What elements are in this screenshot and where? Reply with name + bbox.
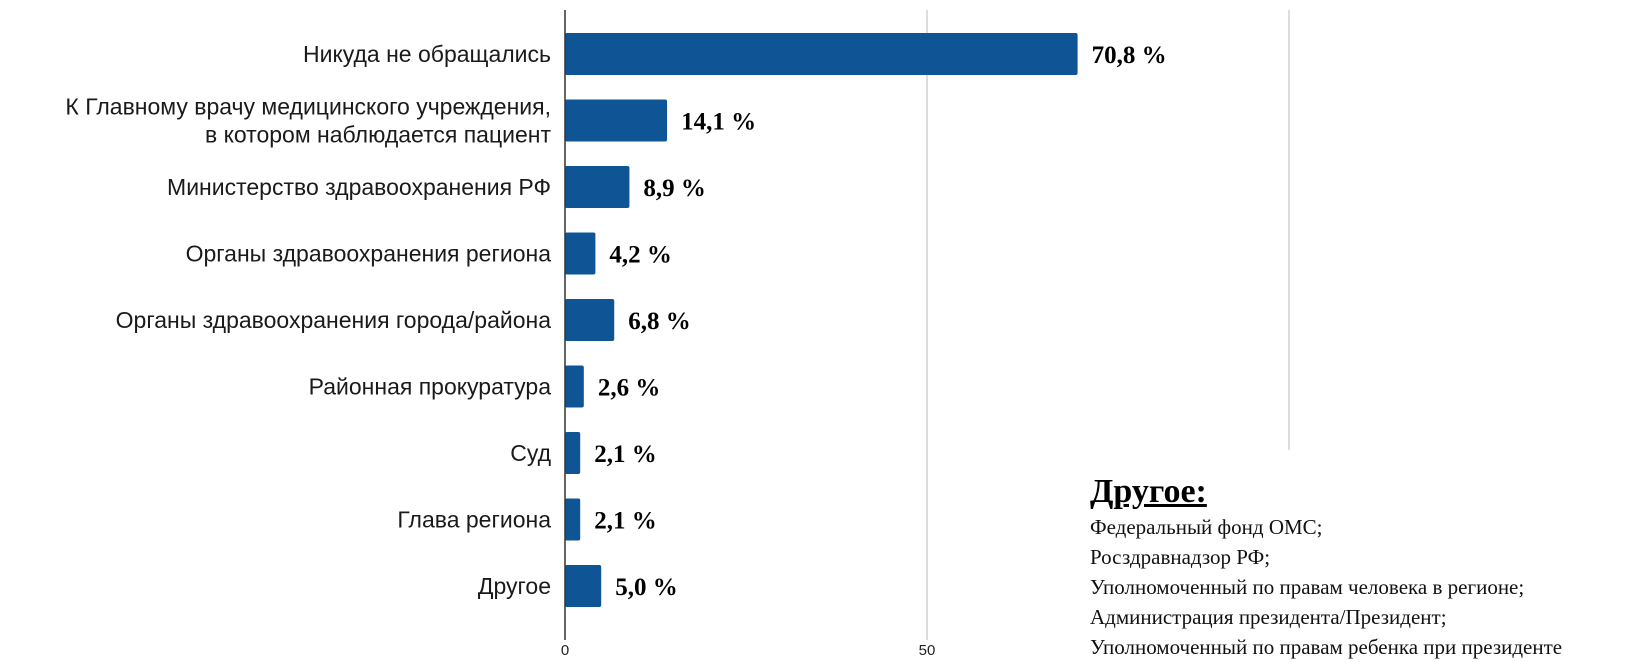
bar — [565, 33, 1078, 75]
x-tick-label: 50 — [919, 642, 936, 657]
value-label: 2,6 % — [598, 375, 661, 402]
category-label: Глава региона — [397, 507, 551, 533]
category-label: Районная прокуратура — [309, 374, 552, 400]
other-note-item: Уполномоченный по правам человека в реги… — [1090, 575, 1525, 599]
other-sources-note: Другое: Федеральный фонд ОМС; Росздравна… — [1090, 472, 1648, 662]
value-label: 2,1 % — [594, 508, 657, 535]
value-labels: 70,8 % 14,1 % 8,9 % 4,2 % 6,8 % 2,6 % 2,1 % 2,1… — [594, 42, 1166, 601]
bar — [565, 432, 581, 474]
category-label: Суд — [510, 440, 551, 466]
other-note-list: Федеральный фонд ОМС; Росздравнадзор РФ;… — [1090, 512, 1648, 662]
value-label: 14,1 % — [681, 109, 756, 136]
other-note-title: Другое: — [1090, 473, 1207, 510]
value-label: 70,8 % — [1092, 42, 1167, 69]
category-label: К Главному врачу медицинского учреждения… — [65, 94, 551, 148]
category-label: Органы здравоохранения региона — [186, 241, 552, 267]
value-label: 6,8 % — [628, 308, 691, 335]
value-label: 8,9 % — [643, 175, 706, 202]
category-label: Министерство здравоохранения РФ — [167, 174, 551, 200]
x-tick-label: 0 — [561, 642, 569, 657]
bar — [565, 365, 584, 408]
bars — [565, 33, 1078, 607]
category-labels: Никуда не обращались К Главному врачу мед… — [65, 41, 551, 599]
other-note-item: Федеральный фонд ОМС; — [1090, 515, 1323, 539]
bar — [565, 498, 581, 541]
other-note-item: Уполномоченный по правам ребенка при пре… — [1090, 635, 1563, 659]
category-label: Органы здравоохранения города/района — [116, 307, 552, 333]
gridlines — [926, 10, 1290, 640]
value-label: 5,0 % — [615, 574, 678, 601]
value-label: 2,1 % — [594, 441, 657, 468]
bar — [565, 99, 668, 142]
bar — [565, 299, 615, 341]
other-note-item: Росздравнадзор РФ; — [1090, 545, 1271, 569]
other-note-item: Администрация президента/Президент; — [1090, 605, 1447, 629]
category-label: Другое — [478, 573, 551, 599]
bar — [565, 565, 602, 607]
category-label: Никуда не обращались — [303, 41, 551, 67]
bar — [565, 232, 596, 275]
bar — [565, 166, 630, 208]
value-label: 4,2 % — [609, 242, 672, 269]
x-axis-ticks: 0 50 — [561, 642, 936, 657]
